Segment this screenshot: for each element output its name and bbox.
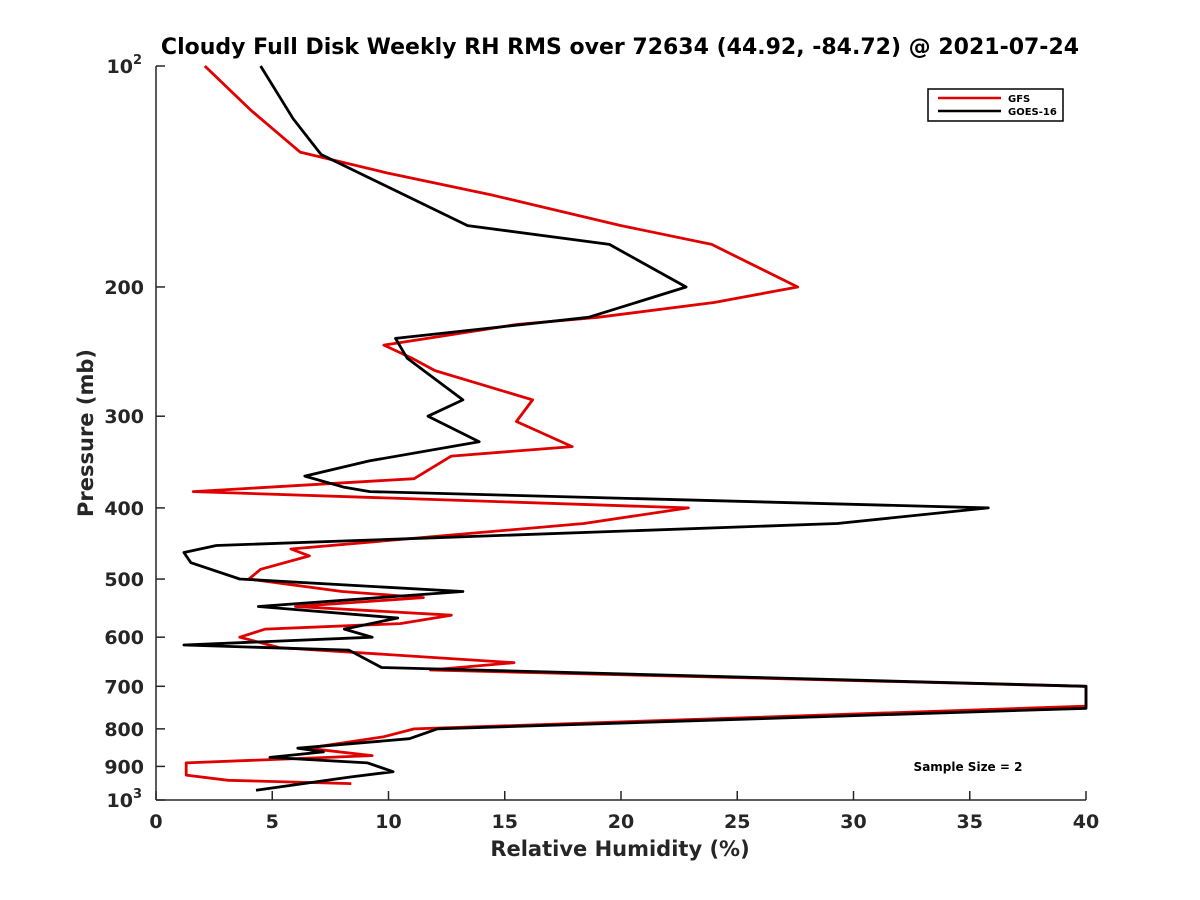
y-tick-label: 500: [104, 569, 144, 591]
x-tick-label: 40: [1073, 811, 1099, 833]
y-tick-label: 200: [104, 277, 144, 299]
y-tick-label: 400: [104, 498, 144, 520]
y-tick-label: 300: [104, 406, 144, 428]
y-tick-label: 102: [107, 53, 143, 78]
series-line-1: [184, 64, 1088, 785]
x-tick-label: 5: [266, 811, 279, 833]
x-tick-label: 30: [840, 811, 866, 833]
x-tick-label: 15: [492, 811, 518, 833]
tick-labels: 0 5 10 15 20 25 30 35 40 102 200 300 400 500 600 700 800…: [104, 53, 1099, 833]
sample-size-annotation: Sample Size = 2: [914, 760, 1023, 774]
chart-title: Cloudy Full Disk Weekly RH RMS over 7263…: [161, 35, 1079, 60]
y-tick-label: 600: [104, 627, 144, 649]
series-line-2: [182, 65, 1088, 792]
legend-entry-label: GOES-16: [1008, 107, 1057, 118]
y-tick-label: 103: [107, 787, 143, 812]
x-tick-label: 25: [724, 811, 750, 833]
x-tick-label: 35: [957, 811, 983, 833]
y-tick-label: 800: [104, 719, 144, 741]
y-tick-label: 900: [104, 756, 144, 778]
y-tick-label: 700: [104, 676, 144, 698]
legend: GFS GOES-16: [927, 88, 1064, 122]
y-axis-label: Pressure (mb): [74, 349, 98, 517]
series-lines: [182, 64, 1088, 792]
x-axis-label: Relative Humidity (%): [490, 837, 749, 861]
x-tick-label: 10: [375, 811, 401, 833]
axes: [155, 65, 1087, 801]
x-tick-label: 20: [608, 811, 634, 833]
legend-entry-label: GFS: [1008, 94, 1030, 105]
x-tick-label: 0: [149, 811, 162, 833]
legend-box: [927, 88, 1064, 122]
